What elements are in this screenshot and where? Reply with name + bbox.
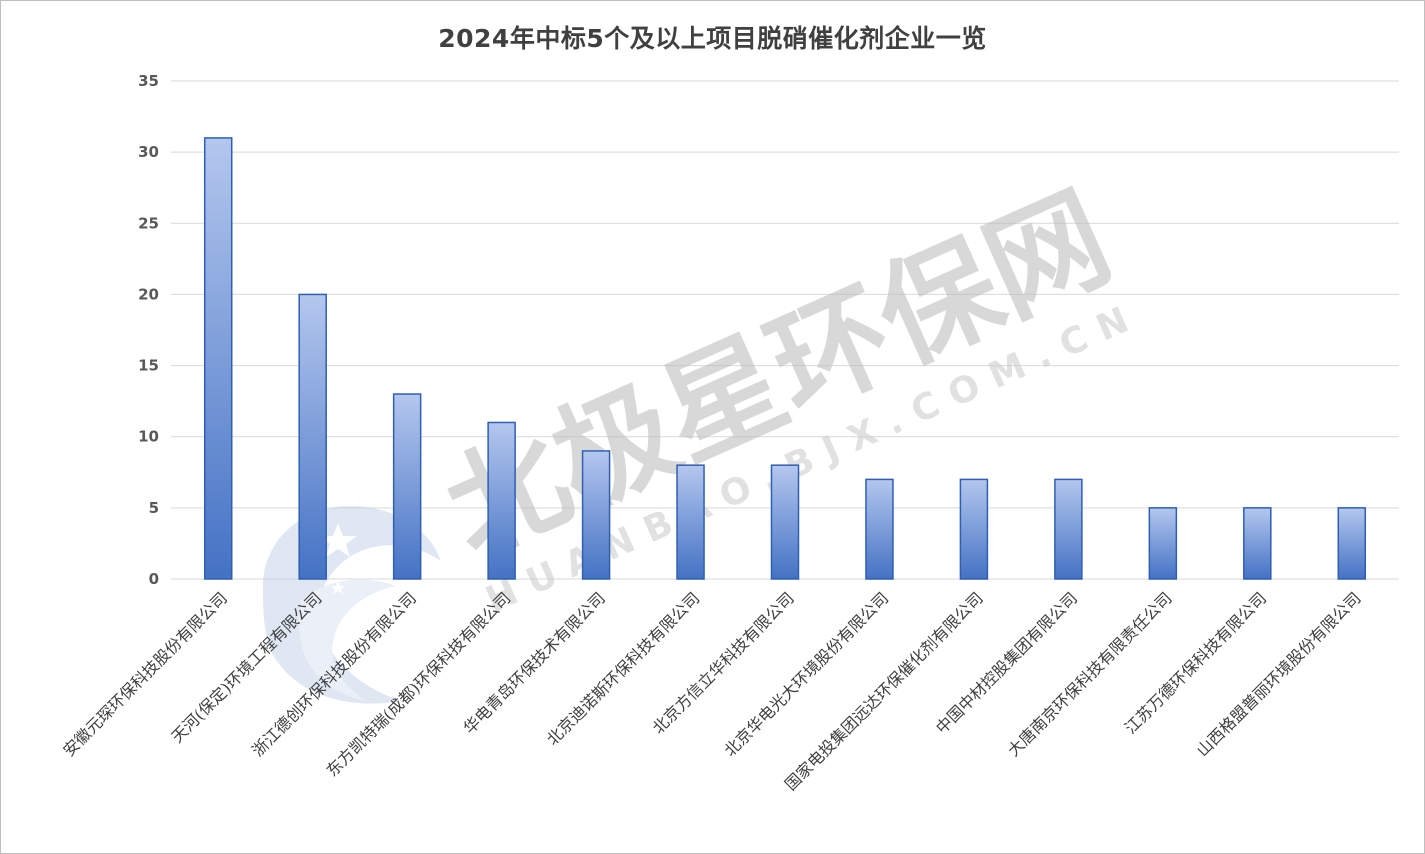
bar bbox=[676, 464, 705, 580]
bar bbox=[770, 464, 800, 580]
bar bbox=[865, 478, 894, 580]
bar bbox=[1148, 507, 1178, 580]
y-tick-label: 25 bbox=[138, 214, 159, 232]
bar bbox=[1054, 478, 1083, 580]
y-tick-label: 20 bbox=[138, 285, 159, 303]
y-tick-label: 15 bbox=[138, 357, 159, 375]
bar bbox=[1337, 507, 1367, 580]
x-tick-label: 北京迪诺斯环保科技有限公司 bbox=[543, 588, 704, 749]
y-axis-ticks: 0 5 10 15 20 25 30 35 bbox=[138, 72, 159, 588]
x-tick-label: 山西格盟普丽环境股份有限公司 bbox=[1193, 588, 1365, 760]
bar bbox=[1243, 507, 1272, 580]
y-tick-label: 30 bbox=[138, 143, 159, 161]
x-tick-label: 安徽元琛环保科技股份有限公司 bbox=[59, 588, 231, 760]
bar bbox=[959, 478, 989, 580]
bar bbox=[392, 393, 422, 580]
bars bbox=[203, 137, 1367, 580]
x-axis-labels: 安徽元琛环保科技股份有限公司天河(保定)环境工程有限公司浙江德创环保科技股份有限… bbox=[59, 588, 1364, 794]
bar bbox=[581, 450, 611, 580]
y-tick-label: 0 bbox=[149, 570, 159, 588]
bar bbox=[203, 137, 233, 580]
bar bbox=[298, 293, 327, 580]
chart-title: 2024年中标5个及以上项目脱硝催化剂企业一览 bbox=[438, 24, 987, 53]
x-tick-label: 国家电投集团远达环保催化剂有限公司 bbox=[781, 588, 987, 794]
y-tick-label: 5 bbox=[149, 499, 159, 517]
x-tick-label: 北京华电光大环境股份有限公司 bbox=[720, 588, 892, 760]
y-tick-label: 35 bbox=[138, 72, 159, 90]
bar bbox=[487, 421, 516, 580]
y-tick-label: 10 bbox=[138, 428, 159, 446]
x-tick-label: 大唐南京环保科技有限责任公司 bbox=[1004, 588, 1176, 760]
